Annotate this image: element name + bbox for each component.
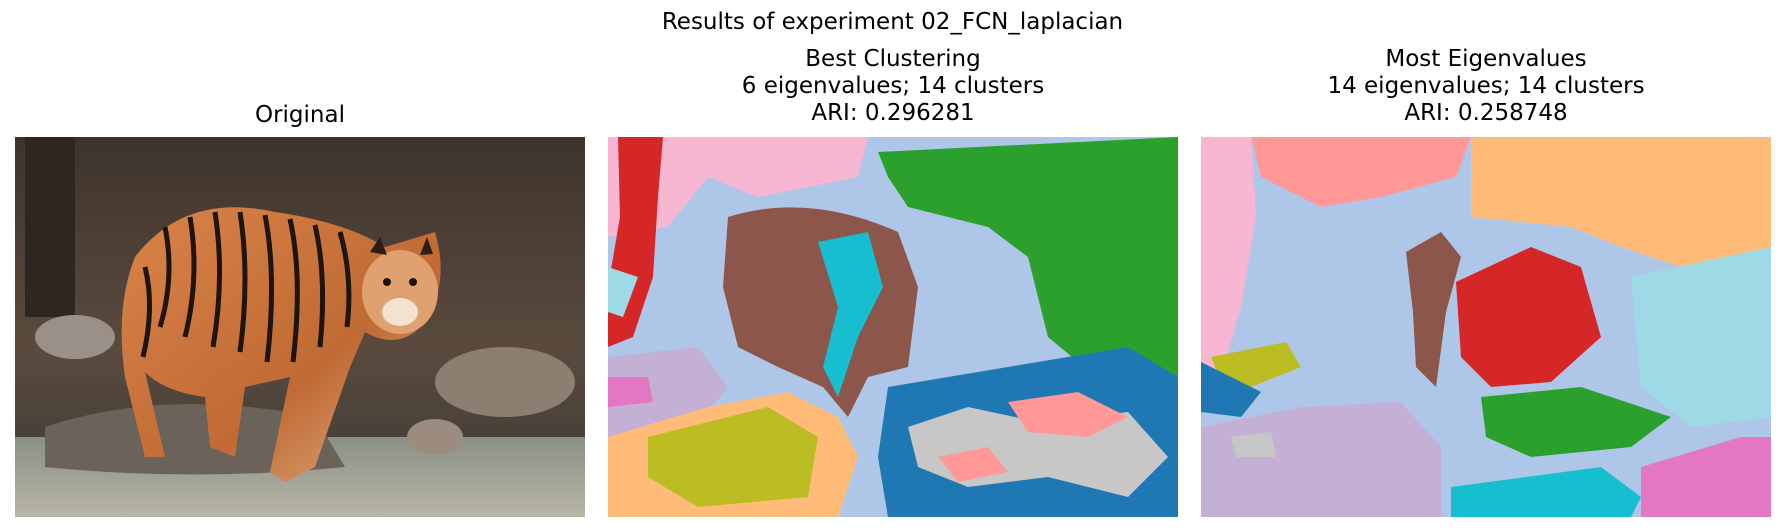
tiger-body xyxy=(121,207,441,482)
segment-blue xyxy=(1201,362,1261,417)
rock-left xyxy=(35,315,115,359)
segment-pink xyxy=(1641,437,1771,517)
segment-orange xyxy=(1471,137,1771,277)
panel-original-title: Original xyxy=(15,102,585,129)
best-clustering-image xyxy=(608,137,1178,517)
tree-trunk xyxy=(25,137,75,317)
segment-green xyxy=(878,137,1178,397)
segment-brown xyxy=(1406,232,1461,387)
panel-original-title-line-1: Original xyxy=(254,102,345,128)
rock-small xyxy=(407,419,463,455)
tiger-eye-right xyxy=(409,278,417,286)
segment-red xyxy=(1456,247,1601,387)
segment-green xyxy=(1481,387,1671,457)
segment-pale-pink xyxy=(1201,137,1256,387)
tiger-eye-left xyxy=(383,278,391,286)
segment-pale-cyan xyxy=(1631,247,1771,427)
segment-pale-pink xyxy=(608,137,868,237)
segment-light-pink xyxy=(938,392,1128,482)
best-clustering-segmentation xyxy=(608,137,1178,517)
panel-most-title-line-3: ARI: 0.258748 xyxy=(1404,100,1568,126)
panel-most-title: Most Eigenvalues 14 eigenvalues; 14 clus… xyxy=(1201,46,1771,127)
panel-best-title-line-2: 6 eigenvalues; 14 clusters xyxy=(741,73,1045,99)
rock-ledge xyxy=(45,404,345,475)
figure-title: Results of experiment 02_FCN_laplacian xyxy=(661,9,1124,35)
panel-best-title: Best Clustering 6 eigenvalues; 14 cluste… xyxy=(608,46,1178,127)
tiger-photo xyxy=(15,137,585,517)
segment-cyan xyxy=(818,232,883,397)
tiger-ears xyxy=(370,237,433,255)
panel-best-title-line-3: ARI: 0.296281 xyxy=(811,100,975,126)
segment-grey xyxy=(1231,432,1276,457)
original-image xyxy=(15,137,585,517)
most-eigenvalues-image xyxy=(1201,137,1771,517)
panel-best-title-line-1: Best Clustering xyxy=(805,46,981,72)
panel-most-title-line-1: Most Eigenvalues xyxy=(1385,46,1587,72)
tiger-muzzle xyxy=(382,298,418,326)
tiger-head xyxy=(362,250,438,334)
segment-light-pink xyxy=(1251,137,1471,207)
most-eigenvalues-segmentation xyxy=(1201,137,1771,517)
segment-olive xyxy=(648,407,818,507)
tiger-stripes xyxy=(140,211,352,363)
segment-olive xyxy=(1211,342,1301,387)
rock-right xyxy=(435,347,575,417)
segment-cyan xyxy=(1451,467,1641,517)
segment-pale-cyan xyxy=(608,267,638,317)
panel-most-title-line-2: 14 eigenvalues; 14 clusters xyxy=(1327,73,1645,99)
segment-pink xyxy=(608,377,653,407)
segment-lavender xyxy=(1201,402,1441,517)
